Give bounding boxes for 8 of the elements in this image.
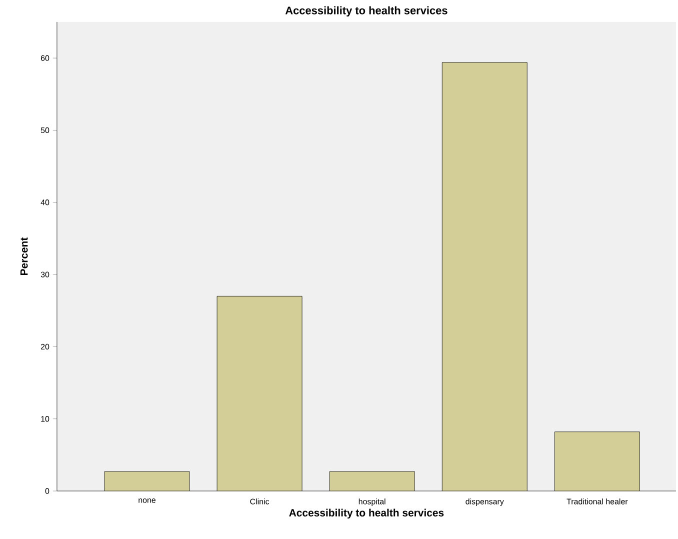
bar bbox=[554, 432, 640, 491]
bar bbox=[217, 296, 302, 491]
bar bbox=[330, 472, 415, 491]
x-axis-title: Accessibility to health services bbox=[289, 508, 444, 519]
chart-title: Accessibility to health services bbox=[285, 6, 448, 16]
bar bbox=[104, 472, 190, 491]
bar bbox=[442, 62, 528, 491]
y-axis-title: Percent bbox=[20, 237, 28, 275]
